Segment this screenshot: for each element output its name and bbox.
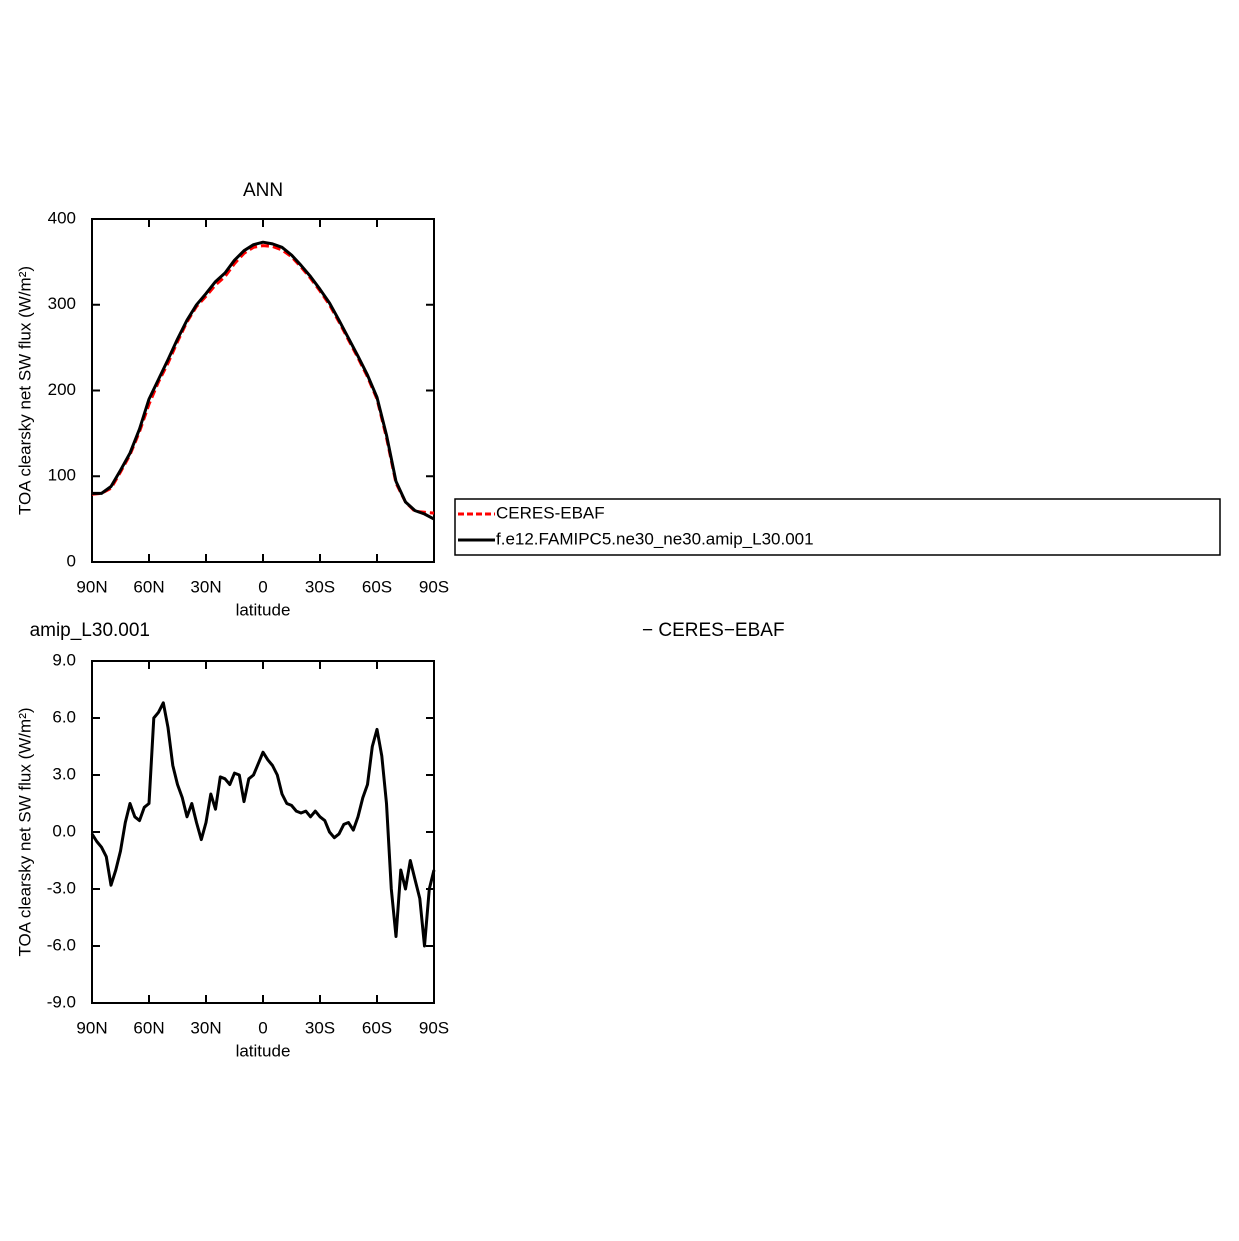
y-tick-label: -6.0 [47, 935, 76, 954]
y-tick-label: 400 [48, 208, 76, 227]
chart-title: ANN [243, 180, 283, 201]
legend-label: CERES-EBAF [496, 503, 605, 522]
x-tick-label: 30S [305, 577, 335, 596]
x-tick-label: 90N [76, 577, 107, 596]
plot-frame [91, 218, 435, 563]
data-line [91, 244, 435, 515]
x-tick-label: 90S [419, 577, 449, 596]
legend-label: f.e12.FAMIPC5.ne30_ne30.amip_L30.001 [496, 529, 814, 548]
data-line [92, 240, 435, 521]
y-axis-label: TOA clearsky net SW flux (W/m²) [15, 707, 34, 956]
left-title: amip_L30.001 [30, 620, 150, 641]
x-tick-label: 30N [190, 577, 221, 596]
y-tick-label: 6.0 [52, 707, 76, 726]
y-tick-label: 0.0 [52, 821, 76, 840]
data-line [90, 701, 436, 948]
y-tick-label: -3.0 [47, 878, 76, 897]
y-tick-label: 200 [48, 380, 76, 399]
x-tick-label: 0 [258, 577, 267, 596]
x-tick-label: 0 [258, 1018, 267, 1037]
y-tick-label: 100 [48, 466, 76, 485]
x-tick-label: 30S [305, 1018, 335, 1037]
x-axis-label: latitude [236, 1041, 291, 1060]
x-tick-label: 60N [133, 577, 164, 596]
x-tick-label: 60N [133, 1018, 164, 1037]
y-tick-label: 300 [48, 294, 76, 313]
legend-box [454, 498, 1221, 556]
x-tick-label: 60S [362, 1018, 392, 1037]
x-tick-label: 30N [190, 1018, 221, 1037]
plot-frame [91, 660, 435, 1004]
y-tick-label: -9.0 [47, 992, 76, 1011]
x-axis-label: latitude [236, 600, 291, 619]
x-tick-label: 90N [76, 1018, 107, 1037]
x-tick-label: 90S [419, 1018, 449, 1037]
y-tick-label: 9.0 [52, 650, 76, 669]
y-axis-label: TOA clearsky net SW flux (W/m²) [15, 266, 34, 515]
y-tick-label: 3.0 [52, 764, 76, 783]
y-tick-label: 0 [67, 551, 76, 570]
right-title: − CERES−EBAF [642, 620, 785, 641]
x-tick-label: 60S [362, 577, 392, 596]
